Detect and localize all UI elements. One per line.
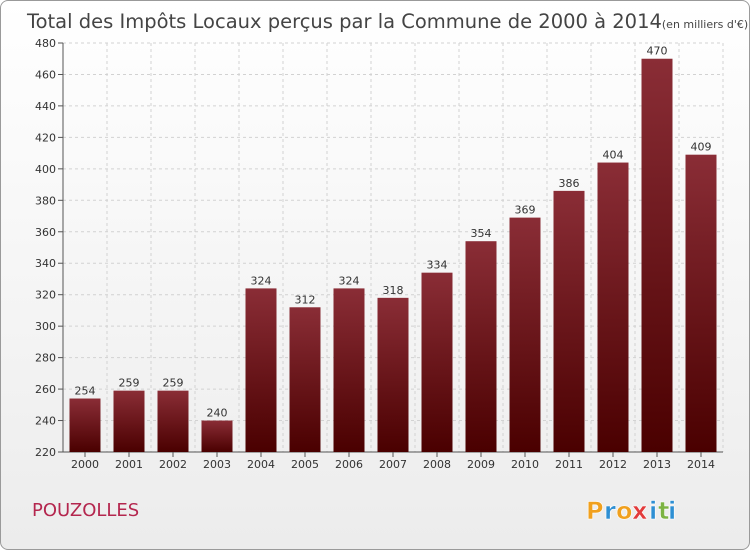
y-tick-label: 380 — [35, 194, 56, 207]
x-tick-label-2001: 2001 — [115, 458, 143, 471]
bar-2012 — [597, 162, 629, 453]
y-tick-label: 240 — [35, 415, 56, 428]
x-tick-label-2005: 2005 — [291, 458, 319, 471]
brand-letter: P — [586, 497, 604, 525]
brand-letter: i — [668, 497, 676, 525]
bar-2002 — [157, 390, 189, 452]
y-tick-label: 420 — [35, 131, 56, 144]
y-tick-label: 340 — [35, 257, 56, 270]
data-label-2000: 254 — [75, 385, 96, 398]
x-tick-label-2011: 2011 — [555, 458, 583, 471]
bar-2004 — [245, 288, 277, 452]
x-tick-label-2013: 2013 — [643, 458, 671, 471]
bar-2001 — [113, 390, 145, 452]
y-tick-label: 260 — [35, 383, 56, 396]
y-tick-label: 480 — [35, 37, 56, 50]
bar-2008 — [421, 272, 453, 452]
y-tick-label: 400 — [35, 163, 56, 176]
chart-title-unit: (en milliers d'€) — [662, 18, 748, 31]
x-tick-label-2009: 2009 — [467, 458, 495, 471]
bar-2013 — [641, 58, 673, 452]
brand-letter: x — [632, 497, 648, 525]
y-tick-label: 320 — [35, 289, 56, 302]
x-tick-label-2012: 2012 — [599, 458, 627, 471]
x-tick-label-2010: 2010 — [511, 458, 539, 471]
x-tick-label-2004: 2004 — [247, 458, 275, 471]
data-label-2008: 334 — [427, 259, 448, 272]
brand-letter: t — [658, 497, 669, 525]
y-tick-label: 280 — [35, 352, 56, 365]
axis-layer: 220 240 260 280 300 320 340 360 380 400 420 440 460 4… — [35, 37, 723, 471]
data-label-2002: 259 — [163, 377, 184, 390]
data-label-2005: 312 — [295, 293, 316, 306]
x-tick-label-2007: 2007 — [379, 458, 407, 471]
brand-letter: i — [649, 497, 657, 525]
data-label-2003: 240 — [207, 407, 228, 420]
data-label-2012: 404 — [603, 149, 624, 162]
x-tick-label-2003: 2003 — [203, 458, 231, 471]
bar-2007 — [377, 297, 409, 452]
data-label-2001: 259 — [119, 377, 140, 390]
bar-2000 — [69, 398, 101, 452]
x-tick-label-2006: 2006 — [335, 458, 363, 471]
bar-2009 — [465, 241, 497, 452]
chart-title-main: Total des Impôts Locaux perçus par la Co… — [26, 10, 662, 33]
bar-2006 — [333, 288, 365, 452]
x-tick-label-2002: 2002 — [159, 458, 187, 471]
data-label-2014: 409 — [691, 141, 712, 154]
data-label-2011: 386 — [559, 177, 580, 190]
data-label-2009: 354 — [471, 227, 492, 240]
x-tick-label-2008: 2008 — [423, 458, 451, 471]
bar-2010 — [509, 217, 541, 452]
y-tick-label: 360 — [35, 226, 56, 239]
y-tick-label: 220 — [35, 446, 56, 459]
y-tick-label: 460 — [35, 68, 56, 81]
bar-2014 — [685, 154, 717, 452]
data-label-2013: 470 — [647, 45, 668, 58]
commune-name: POUZOLLES — [32, 500, 139, 521]
brand-letter: o — [616, 497, 633, 525]
chart-title: Total des Impôts Locaux perçus par la Co… — [26, 10, 748, 33]
data-label-2010: 369 — [515, 204, 536, 217]
x-tick-label-2014: 2014 — [687, 458, 715, 471]
x-tick-label-2000: 2000 — [71, 458, 99, 471]
y-tick-label: 440 — [35, 100, 56, 113]
y-tick-label: 300 — [35, 320, 56, 333]
data-label-2006: 324 — [339, 274, 360, 287]
bar-2011 — [553, 190, 585, 452]
bar-2005 — [289, 307, 321, 452]
bar-layer: 254 259 259 240 324 312 324 318 334 354 369 386 404 4… — [69, 45, 717, 453]
data-label-2007: 318 — [383, 284, 404, 297]
data-label-2004: 324 — [251, 274, 272, 287]
bar-2003 — [201, 420, 233, 452]
brand-letter: r — [604, 497, 616, 525]
